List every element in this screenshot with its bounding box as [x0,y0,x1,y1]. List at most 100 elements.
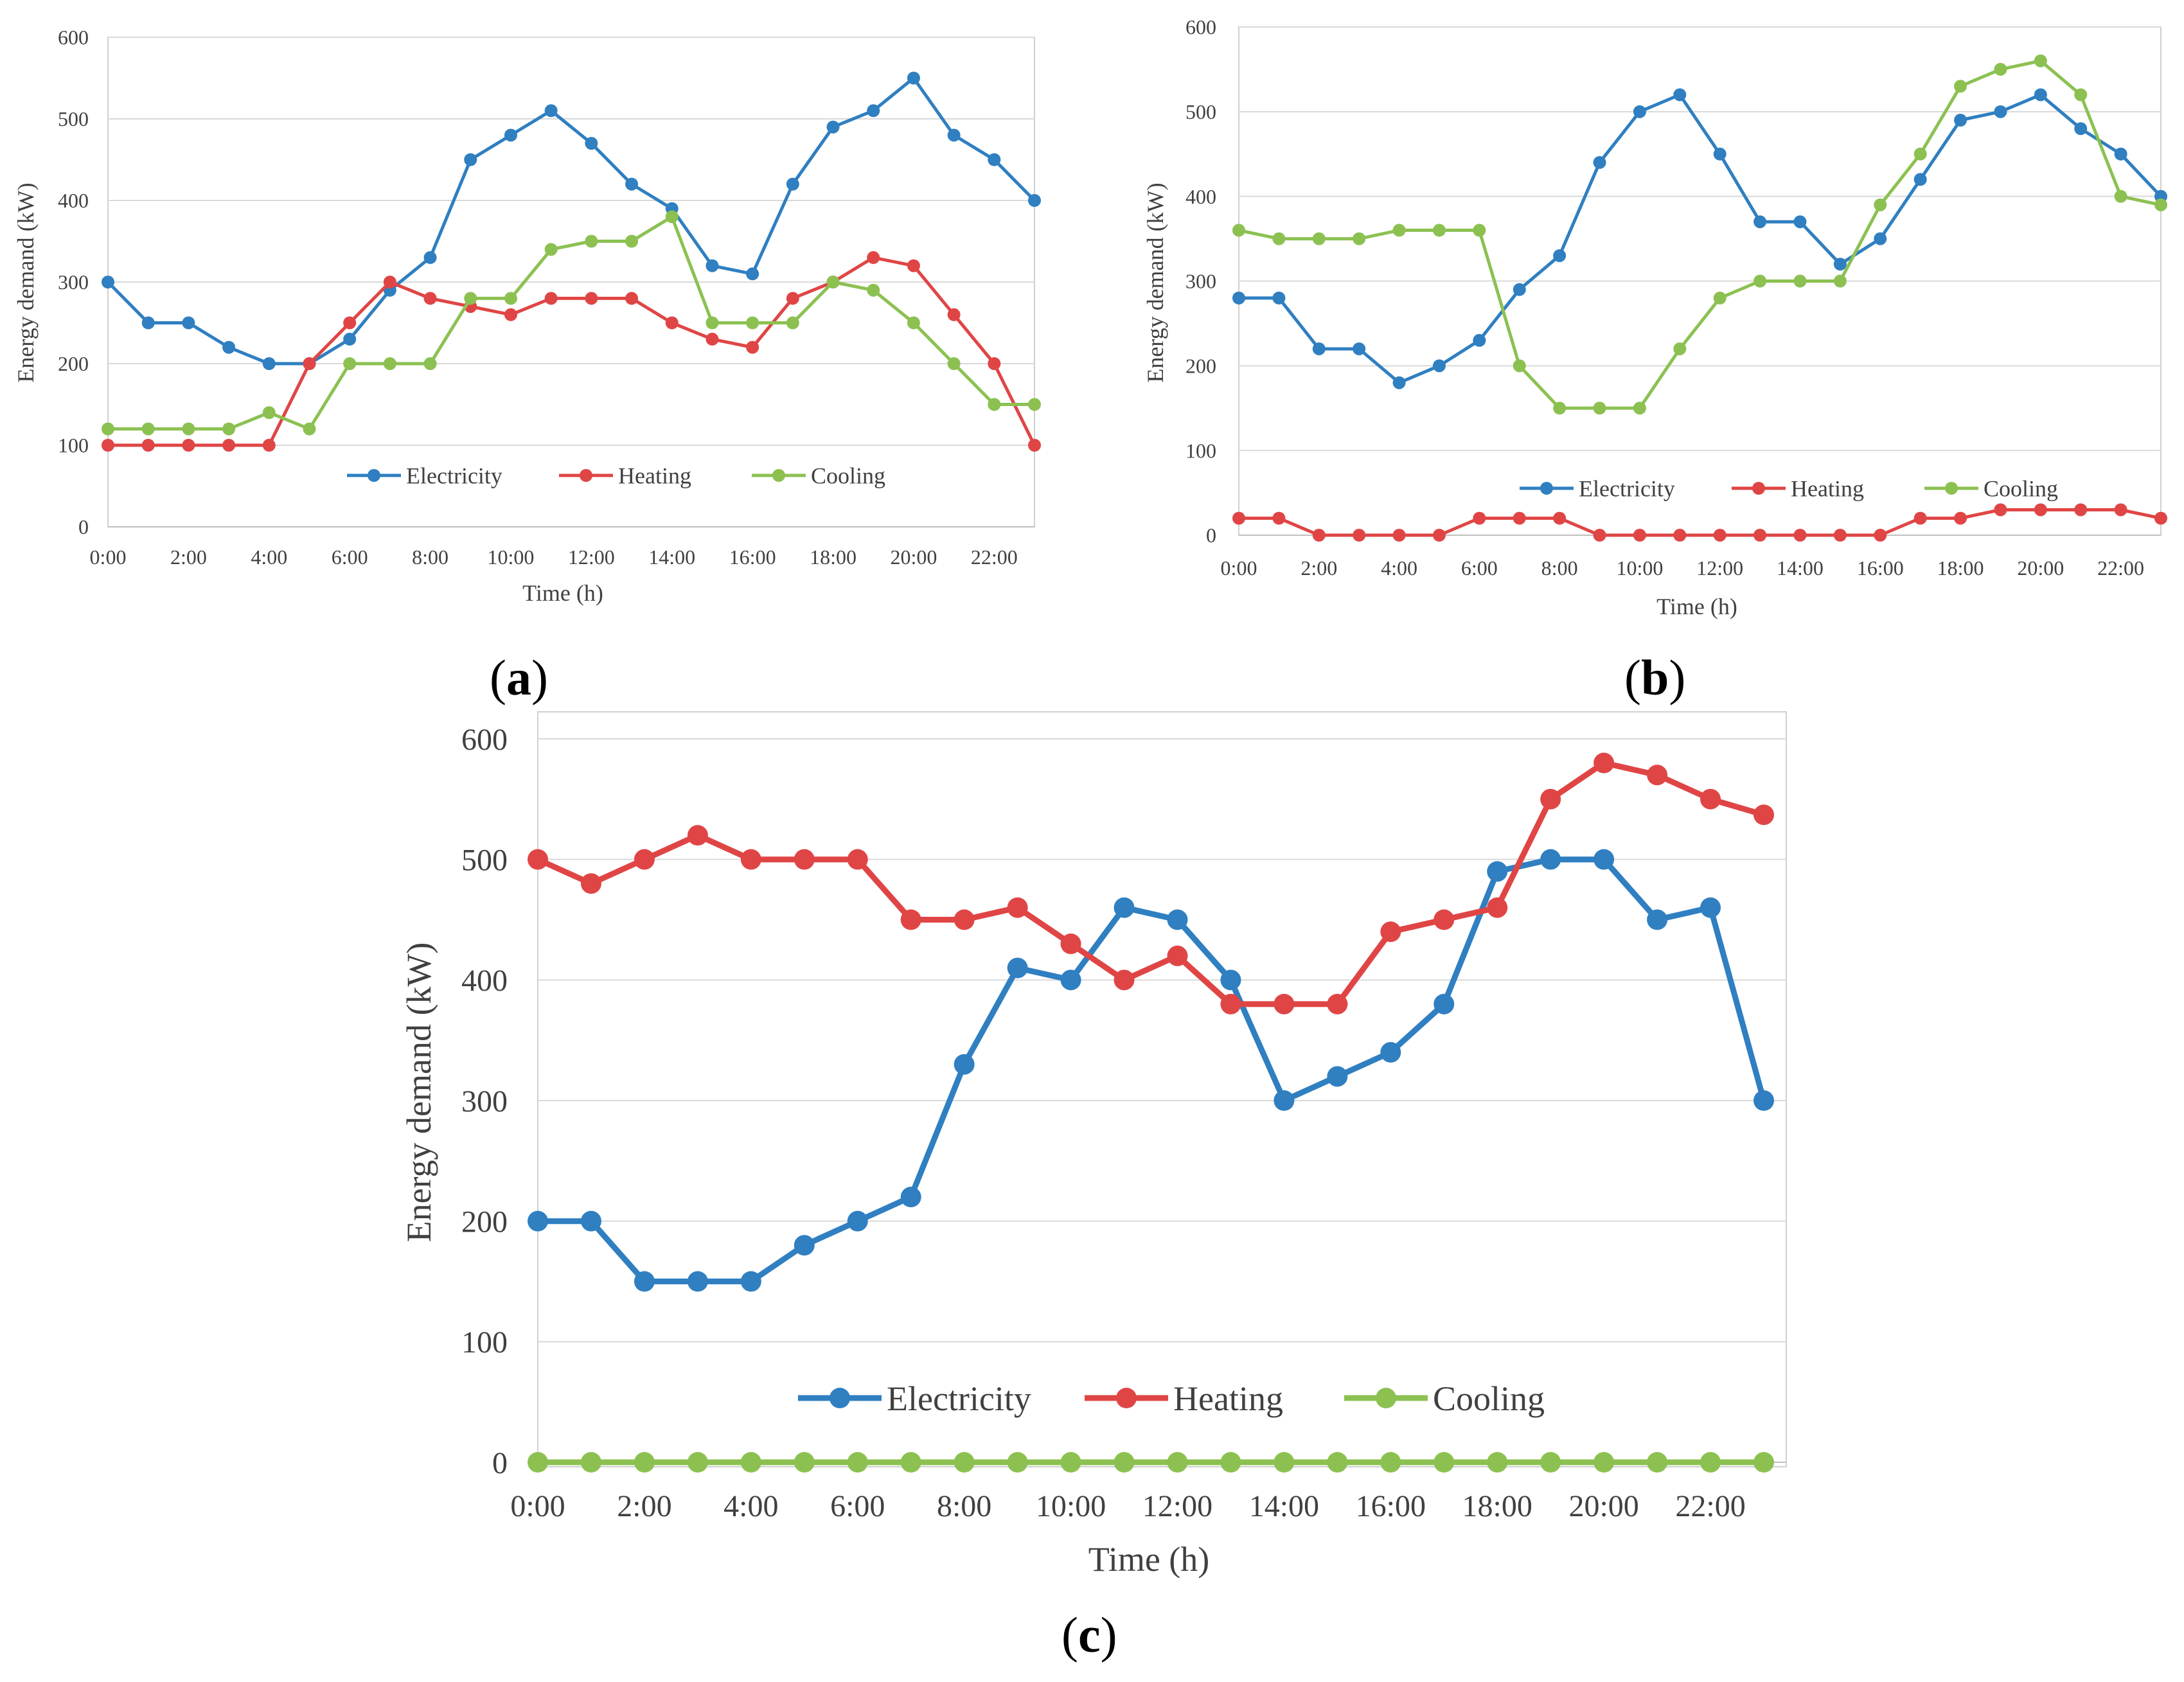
chart-b-x-tick-label: 18:00 [1937,556,1984,580]
chart-a-electricity-point [907,71,920,85]
chart-b-electricity-point [1353,342,1366,355]
chart-a-legend-heating-label: Heating [618,463,691,489]
chart-b-cooling-point [1793,274,1807,288]
chart-a-electricity-point [988,153,1001,166]
chart-c-heating-point [1007,897,1028,918]
chart-b-electricity-point [1513,283,1526,296]
chart-a-electricity-point [947,128,961,142]
chart-b: 0 100 200 300 400 500 600 0:00 2:00 4:00 6:00 8:00… [1142,15,2167,619]
chart-b-caption-letter: b [1640,650,1669,705]
chart-a-heating-point [504,308,517,321]
chart-c-cooling-point [1060,1452,1081,1473]
chart-b-heating-point [1874,529,1887,542]
chart-b-x-tick-label: 4:00 [1381,556,1417,580]
chart-a-heating-point [222,439,236,452]
chart-b-legend-electricity-label: Electricity [1579,476,1675,502]
chart-b-cooling-point [1353,232,1366,245]
chart-b-heating-point [1833,529,1847,542]
chart-b-legend-cooling-marker [1945,482,1958,495]
chart-b-electricity-point [1473,333,1486,347]
chart-a-x-tick-label: 2:00 [170,545,207,569]
chart-c-electricity-point [634,1271,655,1292]
chart-c-y-tick-label: 200 [461,1205,508,1239]
chart-c-electricity-point [1753,1090,1774,1111]
chart-c-cooling-point [687,1452,708,1473]
chart-c-heating-point [1114,969,1135,991]
chart-b-electricity-point [1793,215,1807,229]
chart-c-electricity-point [1594,849,1615,870]
chart-a-electricity-point [867,104,880,118]
chart-a-cooling-point [182,422,195,436]
chart-c-heating-point [1274,993,1295,1014]
chart-b-y-tick-label: 300 [1185,270,1216,293]
chart-b-y-tick-label: 600 [1185,15,1216,39]
chart-b-electricity-point [1874,232,1887,245]
chart-c-legend-electricity-label: Electricity [887,1379,1031,1418]
chart-a-heating-point [746,341,759,354]
chart-a-heating-point [102,439,114,452]
chart-b-heating-point [1312,529,1326,542]
chart-c-y-tick-label: 300 [461,1084,508,1119]
chart-c-electricity-point [1434,993,1455,1014]
chart-c-electricity-point [528,1210,548,1232]
chart-c-legend-cooling-label: Cooling [1433,1379,1545,1418]
chart-b-x-tick-label: 10:00 [1616,556,1663,580]
chart-b-cooling-point [2034,54,2047,67]
chart-c-x-tick-label: 6:00 [830,1489,885,1523]
chart-c: 0 100 200 300 400 500 600 0:00 2:00 4:00 6:00 8:00… [400,711,1787,1579]
chart-c-x-tick-label: 0:00 [510,1489,565,1523]
chart-b-heating-point [1673,529,1687,542]
chart-c-cooling-point [1380,1452,1401,1473]
chart-b-heating-point [1272,511,1286,525]
chart-c-x-axis-label: Time (h) [1088,1540,1210,1579]
chart-a-electricity-point [504,128,517,142]
chart-c-caption-letter: c [1078,1607,1101,1663]
chart-b-heating-point [2034,503,2047,517]
chart-a-legend-cooling-label: Cooling [811,463,885,489]
chart-b-heating-point [1513,511,1526,525]
chart-a-cooling-point [262,406,276,420]
chart-c-electricity-point [687,1271,708,1292]
chart-a-heating-point [988,357,1001,370]
chart-b-cooling-point [2074,88,2088,102]
chart-c-heating-point [1594,752,1615,774]
chart-c-cooling-point [1167,1452,1188,1473]
chart-b-electricity-point [1994,105,2007,118]
chart-a-y-tick-label: 0 [78,515,89,538]
chart-c-cooling-point [528,1452,548,1473]
chart-b-x-tick-label: 12:00 [1696,556,1743,580]
chart-c-electricity-point [900,1187,921,1208]
chart-a-heating-point [343,316,357,330]
chart-b-y-tick-label: 200 [1185,355,1216,378]
chart-a-cooling-point [625,235,639,248]
chart-c-electricity-point [580,1210,601,1232]
chart-b-heating-point [2074,503,2088,517]
chart-c-heating-point [1327,993,1348,1014]
chart-c-y-tick-label: 100 [461,1325,508,1359]
chart-c-x-tick-label: 8:00 [937,1489,991,1523]
chart-b-y-tick-label: 100 [1185,439,1216,462]
chart-a-cooling-point [343,357,357,370]
chart-a-x-tick-label: 0:00 [90,545,127,569]
chart-c-cooling-point [1700,1452,1721,1473]
chart-b-cooling-point [1392,224,1406,237]
chart-a-y-axis-label: Energy demand (kW) [13,182,39,382]
chart-c-electricity-point [1647,909,1668,930]
chart-a-electricity-point [423,251,437,264]
chart-c-heating-point [740,849,761,870]
chart-a-cooling-point [544,243,558,256]
chart-a-electricity-point [1028,194,1041,207]
chart-b-electricity-point [1232,291,1245,305]
chart-c-cooling-point [1327,1452,1348,1473]
chart-a-legend: Electricity Heating Cooling [347,463,885,489]
chart-a-electricity-point [262,357,276,370]
chart-c-x-tick-label: 10:00 [1036,1489,1106,1523]
chart-c-electricity-point [1700,897,1721,918]
chart-c-cooling-point [1647,1452,1668,1473]
chart-b-y-tick-label: 400 [1185,185,1216,208]
chart-b-cooling-point [1473,224,1486,237]
chart-c-heating-point [634,849,655,870]
chart-c-heating-point [1167,945,1188,966]
chart-b-legend-electricity-marker [1540,482,1553,495]
chart-c-legend-heating-label: Heating [1173,1379,1283,1418]
